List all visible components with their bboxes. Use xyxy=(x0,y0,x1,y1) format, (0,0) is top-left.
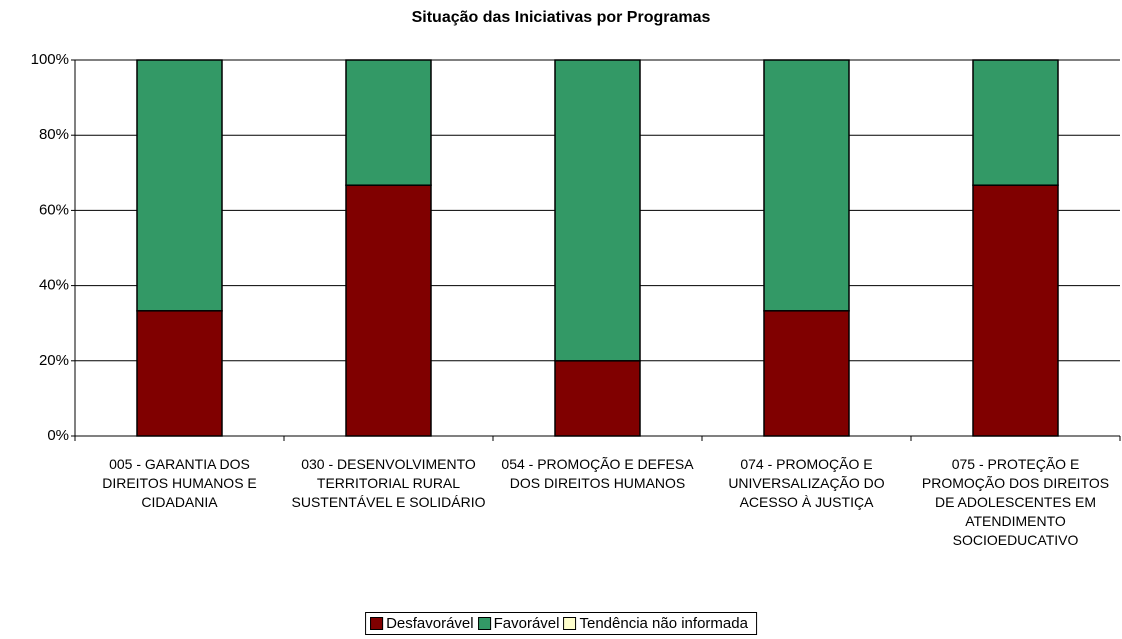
x-tick-label: 054 - PROMOÇÃO E DEFESA DOS DIREITOS HUM… xyxy=(501,456,694,491)
legend-swatch xyxy=(563,617,577,630)
y-tick-label: 20% xyxy=(39,352,69,369)
x-tick-label: 030 - DESENVOLVIMENTO TERRITORIAL RURAL … xyxy=(291,456,486,510)
legend-label: Favorável xyxy=(493,615,560,632)
bar-segment xyxy=(763,59,850,312)
legend-swatch xyxy=(370,617,384,630)
x-tick-label: 074 - PROMOÇÃO E UNIVERSALIZAÇÃO DO ACES… xyxy=(728,456,885,510)
legend-label: Tendência não informada xyxy=(579,615,748,632)
x-tick-label: 005 - GARANTIA DOS DIREITOS HUMANOS E CI… xyxy=(102,456,257,510)
legend-label: Desfavorável xyxy=(386,615,474,632)
legend-item: Desfavorável xyxy=(370,615,474,632)
y-tick-label: 0% xyxy=(47,427,69,444)
bar-segment xyxy=(554,59,641,362)
legend: Desfavorável Favorável Tendência não infor… xyxy=(365,612,757,635)
bar-segment xyxy=(136,310,223,437)
bar-segment xyxy=(345,59,432,186)
legend-swatch xyxy=(477,617,491,630)
bar-segment xyxy=(972,184,1059,437)
x-tick-label: 075 - PROTEÇÃO E PROMOÇÃO DOS DIREITOS D… xyxy=(921,456,1110,548)
y-tick-label: 100% xyxy=(31,51,69,68)
y-tick-label: 60% xyxy=(39,201,69,218)
y-tick-label: 40% xyxy=(39,277,69,294)
chart-title: Situação das Iniciativas por Programas xyxy=(412,9,711,26)
bar-segment xyxy=(136,59,223,312)
bar-segment xyxy=(345,184,432,437)
legend-item: Tendência não informada xyxy=(563,615,748,632)
bar-segment xyxy=(763,310,850,437)
legend-item: Favorável xyxy=(477,615,560,632)
bar-segment xyxy=(972,59,1059,186)
y-tick-label: 80% xyxy=(39,126,69,143)
bar-segment xyxy=(554,360,641,437)
